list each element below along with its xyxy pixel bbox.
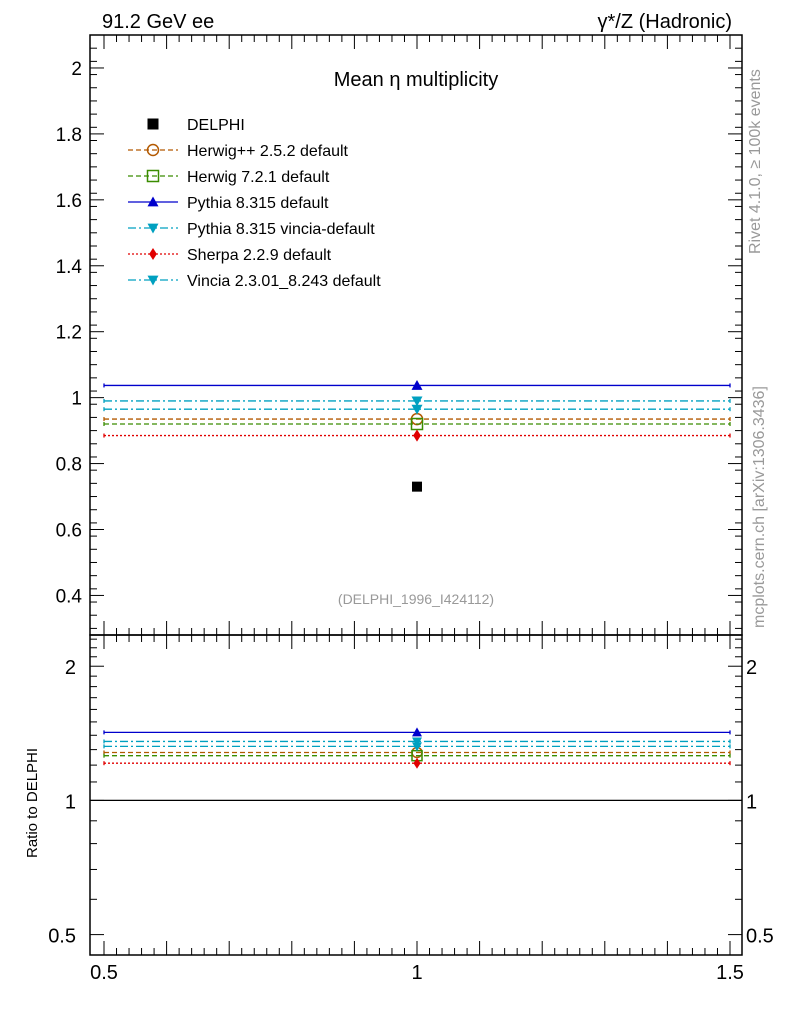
y-tick-label: 1.6 bbox=[56, 191, 82, 212]
ratio-series-marker-5 bbox=[412, 737, 422, 747]
ratio-y-tick-label-left: 0.5 bbox=[48, 926, 76, 948]
legend-marker-5 bbox=[149, 247, 157, 261]
x-tick-label: 1.5 bbox=[716, 962, 744, 984]
y-tick-label: 1 bbox=[71, 389, 82, 410]
analysis-id-label: (DELPHI_1996_I424112) bbox=[338, 591, 494, 607]
ratio-y-tick-label-right: 1 bbox=[746, 791, 757, 813]
legend-label-6: Vincia 2.3.01_8.243 default bbox=[187, 273, 381, 290]
legend-marker-1 bbox=[146, 143, 160, 157]
legend-label-1: Herwig++ 2.5.2 default bbox=[187, 143, 349, 160]
legend-marker-4 bbox=[147, 223, 159, 234]
y-tick-label: 2 bbox=[71, 59, 82, 80]
series-marker-4 bbox=[413, 429, 421, 442]
main-series-group bbox=[103, 379, 731, 492]
legend-marker-3 bbox=[147, 196, 159, 207]
x-tick-label: 1 bbox=[411, 962, 422, 984]
series-marker-2 bbox=[411, 379, 423, 390]
legend-label-0: DELPHI bbox=[187, 117, 245, 134]
legend: DELPHI Herwig++ 2.5.2 default Herwig 7.2.1… bbox=[128, 117, 381, 290]
ratio-ylabel: Ratio to DELPHI bbox=[24, 748, 41, 858]
y-tick-label: 1.8 bbox=[56, 125, 82, 146]
side-label-rivet: Rivet 4.1.0, ≥ 100k events bbox=[747, 69, 764, 254]
ratio-y-tick-label-left: 1 bbox=[65, 791, 76, 813]
plot-title: Mean η multiplicity bbox=[334, 69, 499, 91]
ratio-series-marker-3 bbox=[412, 742, 422, 752]
legend-label-3: Pythia 8.315 default bbox=[187, 195, 329, 212]
series-marker-5 bbox=[411, 396, 423, 407]
legend-marker-6 bbox=[147, 275, 159, 286]
y-tick-label: 1.2 bbox=[56, 323, 82, 344]
legend-label-2: Herwig 7.2.1 default bbox=[187, 169, 330, 186]
legend-marker-0 bbox=[147, 118, 159, 130]
main-axis-ticks: 0.4 0.6 0.8 1 1.2 1.4 1.6 1.8 2 bbox=[56, 35, 742, 635]
ratio-plot-frame bbox=[89, 634, 743, 956]
ratio-y-tick-label-right: 2 bbox=[746, 657, 757, 679]
y-tick-label: 0.6 bbox=[56, 521, 82, 542]
ratio-series-marker-4 bbox=[413, 757, 421, 769]
header-energy-label: 91.2 GeV ee bbox=[102, 11, 214, 33]
ratio-series-group bbox=[90, 727, 742, 802]
series-marker-3 bbox=[411, 404, 423, 415]
legend-label-4: Pythia 8.315 vincia-default bbox=[187, 221, 375, 238]
legend-marker-2 bbox=[146, 169, 160, 183]
ratio-axis-ticks: 0.5 0.5 1 1 2 2 0.5 1 1.5 bbox=[48, 635, 774, 984]
y-tick-label: 0.4 bbox=[56, 586, 83, 607]
ratio-y-tick-label-right: 0.5 bbox=[746, 926, 774, 948]
x-tick-label: 0.5 bbox=[90, 962, 118, 984]
y-tick-label: 0.8 bbox=[56, 455, 82, 476]
y-tick-label: 1.4 bbox=[56, 257, 83, 278]
legend-label-5: Sherpa 2.2.9 default bbox=[187, 247, 332, 264]
side-label-mcplots: mcplots.cern.ch [arXiv:1306.3436] bbox=[751, 386, 768, 628]
ratio-y-tick-label-left: 2 bbox=[65, 657, 76, 679]
ratio-series-marker-2 bbox=[412, 727, 422, 737]
header-process-label: γ*/Z (Hadronic) bbox=[598, 11, 732, 33]
data-point-delphi bbox=[412, 481, 422, 492]
